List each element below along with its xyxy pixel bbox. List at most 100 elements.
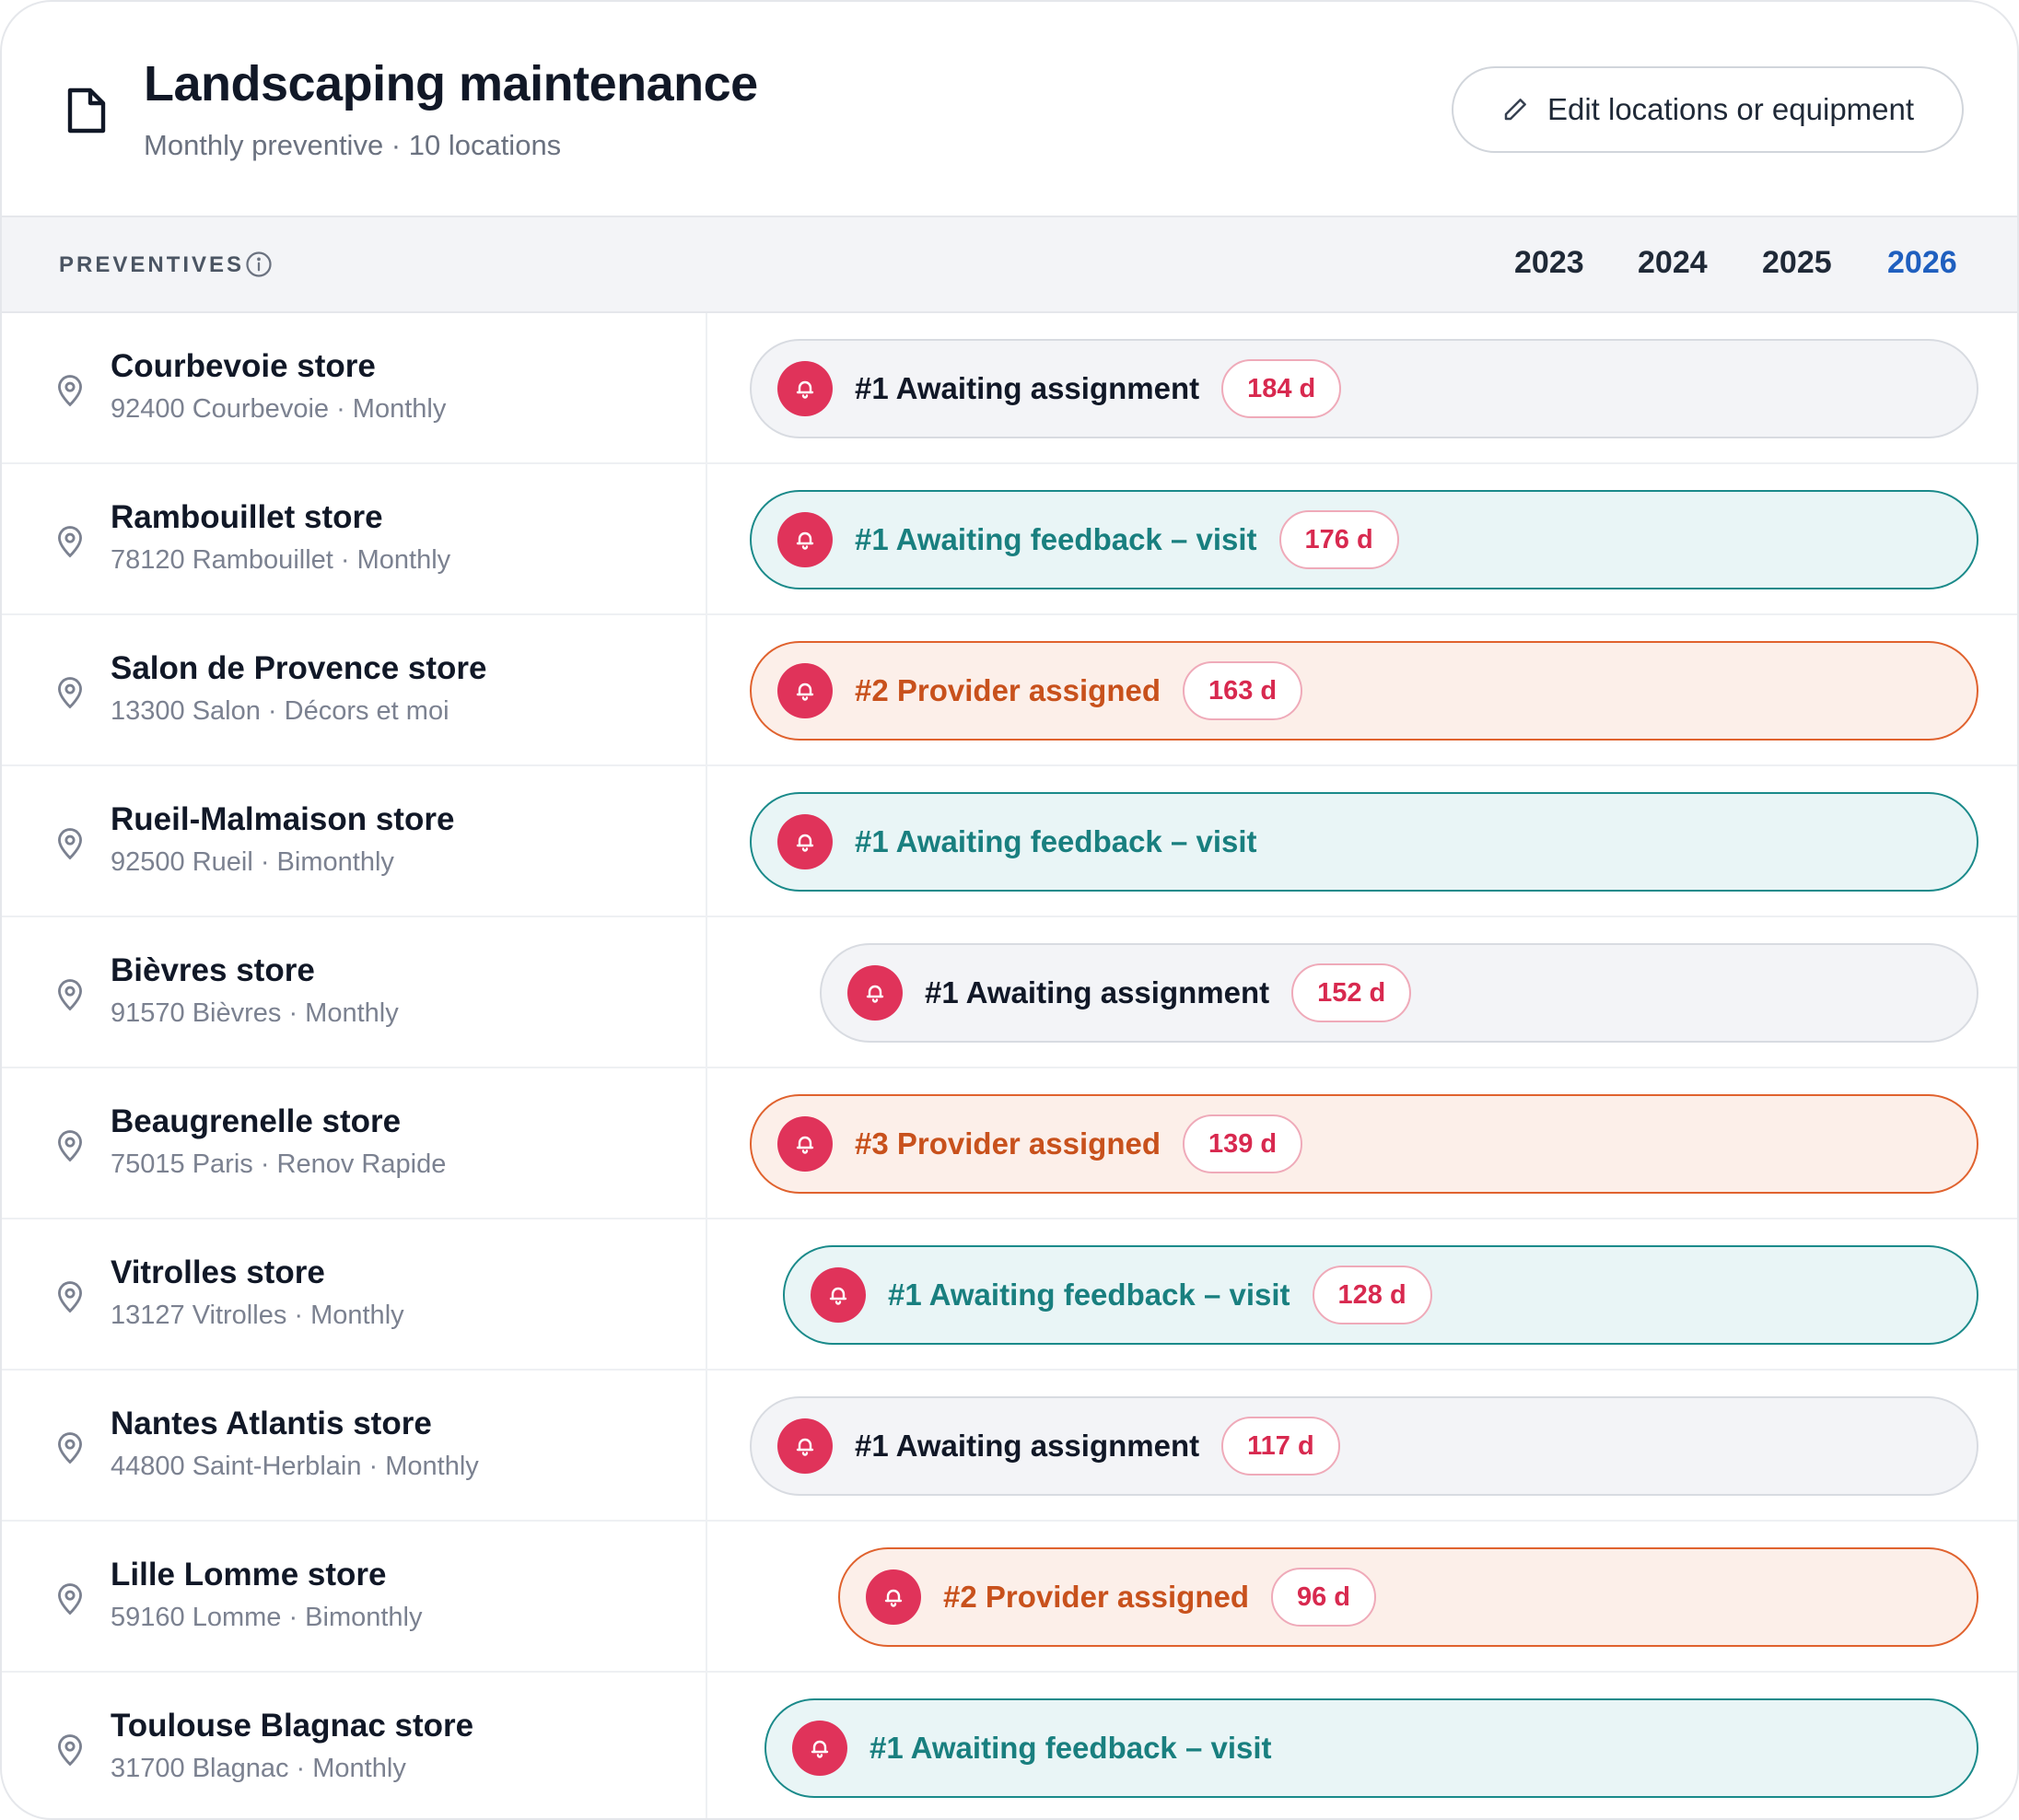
card-header: Landscaping maintenance Monthly preventi… [2, 2, 2017, 216]
bell-icon [777, 1116, 833, 1172]
column-header: PREVENTIVES 2023 2024 2025 2026 [2, 216, 2017, 313]
days-badge: 152 d [1291, 963, 1412, 1022]
location-name: Beaugrenelle store [111, 1103, 402, 1139]
status-pill[interactable]: #1 Awaiting assignment 152 d [820, 943, 1978, 1043]
location-name: Courbevoie store [111, 348, 376, 384]
status-pill[interactable]: #2 Provider assigned 163 d [750, 641, 1978, 741]
edit-locations-button[interactable]: Edit locations or equipment [1452, 66, 1964, 153]
status-label: #2 Provider assigned [855, 673, 1161, 707]
map-pin-icon [58, 375, 82, 407]
status-label: #1 Awaiting assignment [925, 975, 1270, 1009]
location-details: 75015 Paris · Renov Rapide [111, 1149, 447, 1179]
status-label: #1 Awaiting feedback – visit [888, 1278, 1290, 1312]
edit-locations-label: Edit locations or equipment [1546, 92, 1915, 126]
status-label: #1 Awaiting feedback – visit [855, 824, 1257, 858]
location-name: Salon de Provence store [111, 650, 487, 686]
map-pin-icon [58, 1734, 82, 1767]
location-name: Bièvres store [111, 952, 315, 988]
days-badge: 96 d [1270, 1568, 1377, 1627]
location-cell: Lille Lomme store 59160 Lomme · Bimonthly [2, 1522, 707, 1671]
bell-icon [777, 663, 833, 718]
map-pin-icon [58, 979, 82, 1011]
year-2026[interactable]: 2026 [1887, 245, 1957, 280]
location-row[interactable]: Bièvres store 91570 Bièvres · Monthly #1 A… [2, 917, 2017, 1068]
location-cell: Bièvres store 91570 Bièvres · Monthly [2, 917, 707, 1067]
location-details: 13300 Salon · Décors et moi [111, 696, 449, 726]
location-name: Nantes Atlantis store [111, 1406, 432, 1441]
location-cell: Salon de Provence store 13300 Salon · Déc… [2, 615, 707, 764]
days-badge: 128 d [1312, 1266, 1432, 1324]
status-label: #3 Provider assigned [855, 1126, 1161, 1161]
status-pill[interactable]: #3 Provider assigned 139 d [750, 1094, 1978, 1194]
location-details: 44800 Saint-Herblain · Monthly [111, 1452, 479, 1481]
map-pin-icon [58, 526, 82, 558]
location-row[interactable]: Vitrolles store 13127 Vitrolles · Monthly… [2, 1219, 2017, 1371]
map-pin-icon [58, 1281, 82, 1313]
status-pill[interactable]: #1 Awaiting feedback – visit [764, 1698, 1978, 1798]
map-pin-icon [58, 1130, 82, 1162]
bell-icon [811, 1267, 866, 1323]
location-cell: Rueil-Malmaison store 92500 Rueil · Bimon… [2, 766, 707, 916]
days-badge: 176 d [1278, 510, 1399, 569]
map-pin-icon [58, 677, 82, 709]
status-pill[interactable]: #1 Awaiting feedback – visit 176 d [750, 490, 1978, 589]
location-details: 78120 Rambouillet · Monthly [111, 545, 451, 575]
location-cell: Beaugrenelle store 75015 Paris · Renov Ra… [2, 1068, 707, 1218]
year-2024[interactable]: 2024 [1638, 245, 1708, 280]
map-pin-icon [58, 828, 82, 860]
bell-icon [792, 1721, 847, 1776]
location-details: 91570 Bièvres · Monthly [111, 998, 399, 1028]
location-name: Toulouse Blagnac store [111, 1708, 474, 1744]
location-row[interactable]: Lille Lomme store 59160 Lomme · Bimonthly… [2, 1522, 2017, 1673]
bell-icon [847, 965, 903, 1021]
map-pin-icon [58, 1583, 82, 1616]
page-subtitle: Monthly preventive · 10 locations [144, 129, 562, 161]
location-row[interactable]: Courbevoie store 92400 Courbevoie · Month… [2, 313, 2017, 464]
bell-icon [777, 814, 833, 869]
location-cell: Vitrolles store 13127 Vitrolles · Monthly [2, 1219, 707, 1369]
bell-icon [866, 1569, 921, 1625]
location-name: Rueil-Malmaison store [111, 801, 455, 837]
status-pill[interactable]: #1 Awaiting feedback – visit 128 d [783, 1245, 1978, 1345]
location-row[interactable]: Rueil-Malmaison store 92500 Rueil · Bimon… [2, 766, 2017, 917]
location-cell: Toulouse Blagnac store 31700 Blagnac · Mo… [2, 1673, 707, 1818]
pencil-icon [1504, 99, 1526, 121]
location-name: Rambouillet store [111, 499, 383, 535]
days-badge: 117 d [1221, 1417, 1340, 1476]
location-details: 59160 Lomme · Bimonthly [111, 1603, 423, 1632]
location-row[interactable]: Salon de Provence store 13300 Salon · Déc… [2, 615, 2017, 766]
status-pill[interactable]: #1 Awaiting assignment 117 d [750, 1396, 1978, 1496]
year-2025[interactable]: 2025 [1762, 245, 1832, 280]
location-row[interactable]: Toulouse Blagnac store 31700 Blagnac · Mo… [2, 1673, 2017, 1818]
location-cell: Rambouillet store 78120 Rambouillet · Mon… [2, 464, 707, 613]
location-row[interactable]: Rambouillet store 78120 Rambouillet · Mon… [2, 464, 2017, 615]
map-pin-icon [58, 1432, 82, 1464]
status-pill[interactable]: #2 Provider assigned 96 d [838, 1547, 1978, 1647]
document-icon [67, 88, 106, 134]
year-2023[interactable]: 2023 [1514, 245, 1584, 280]
status-label: #1 Awaiting assignment [855, 371, 1200, 405]
status-label: #1 Awaiting feedback – visit [855, 522, 1257, 556]
status-label: #1 Awaiting assignment [855, 1429, 1200, 1463]
days-badge: 163 d [1182, 661, 1303, 720]
page-title: Landscaping maintenance [144, 56, 758, 111]
location-details: 92400 Courbevoie · Monthly [111, 394, 447, 424]
location-name: Vitrolles store [111, 1254, 325, 1290]
bell-icon [777, 361, 833, 416]
location-row[interactable]: Beaugrenelle store 75015 Paris · Renov Ra… [2, 1068, 2017, 1219]
status-label: #1 Awaiting feedback – visit [869, 1731, 1272, 1765]
location-row[interactable]: Nantes Atlantis store 44800 Saint-Herblai… [2, 1371, 2017, 1522]
info-icon[interactable] [245, 251, 273, 278]
bell-icon [777, 512, 833, 567]
preventives-label: PREVENTIVES [59, 252, 245, 277]
location-name: Lille Lomme store [111, 1557, 387, 1592]
days-badge: 139 d [1182, 1114, 1303, 1173]
bell-icon [777, 1418, 833, 1474]
status-pill[interactable]: #1 Awaiting feedback – visit [750, 792, 1978, 892]
location-cell: Courbevoie store 92400 Courbevoie · Month… [2, 313, 707, 462]
status-label: #2 Provider assigned [943, 1580, 1249, 1614]
status-pill[interactable]: #1 Awaiting assignment 184 d [750, 339, 1978, 438]
location-cell: Nantes Atlantis store 44800 Saint-Herblai… [2, 1371, 707, 1520]
location-details: 92500 Rueil · Bimonthly [111, 847, 394, 877]
